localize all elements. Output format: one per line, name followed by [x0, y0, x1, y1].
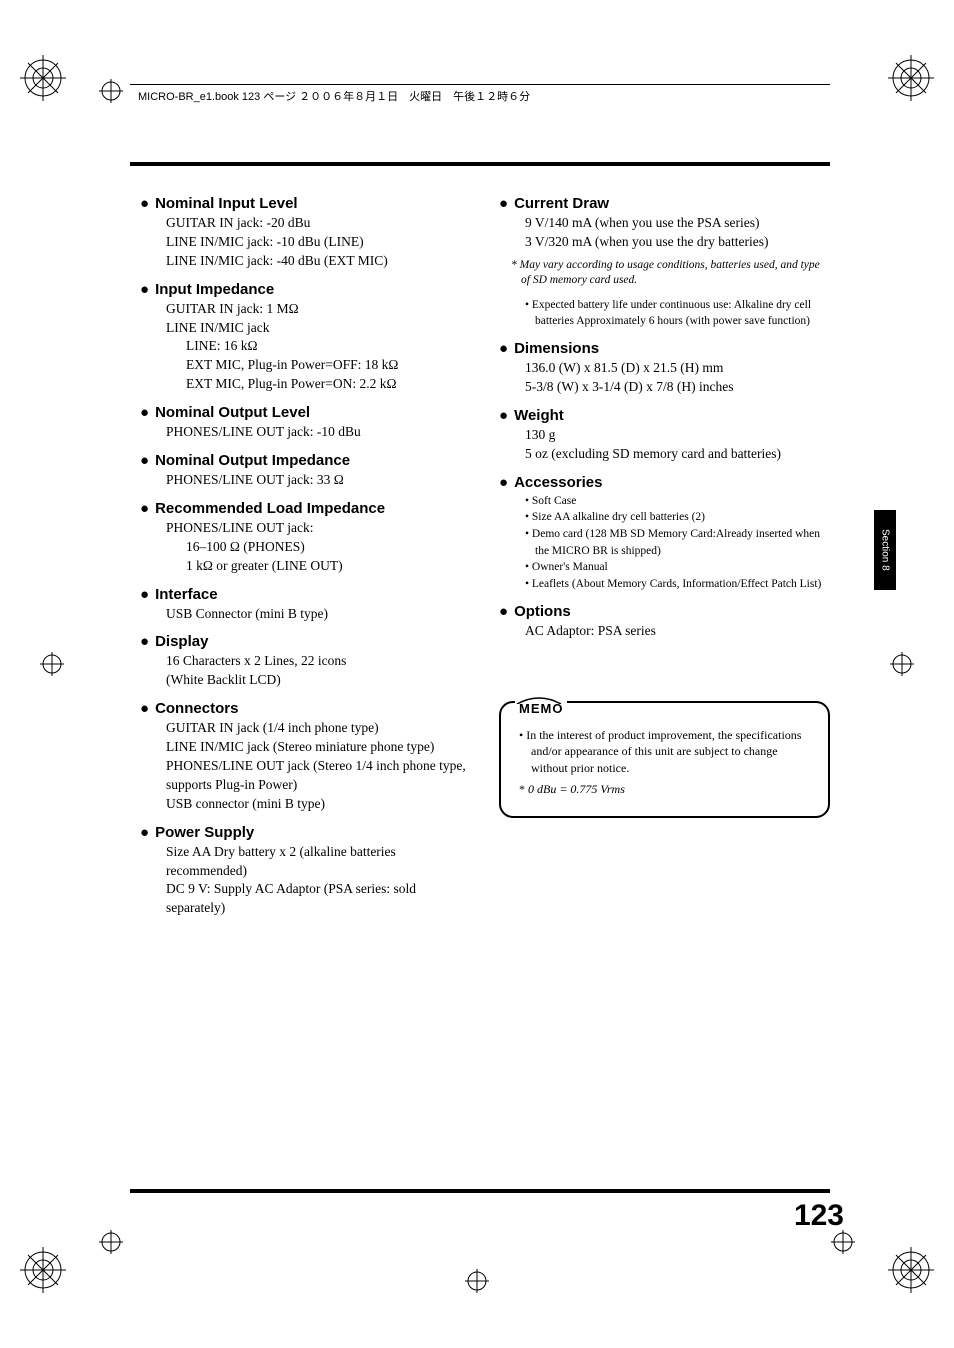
memo-label: MEMO	[515, 701, 567, 716]
spec-body: 9 V/140 mA (when you use the PSA series)…	[525, 214, 830, 252]
spec-body: GUITAR IN jack (1/4 inch phone type)LINE…	[166, 719, 471, 813]
register-mark-icon	[831, 1230, 855, 1254]
crop-mark-icon	[888, 55, 934, 101]
content-columns: ●Nominal Input Level GUITAR IN jack: -20 …	[140, 185, 830, 924]
register-mark-icon	[890, 652, 914, 676]
spec-heading: ●Dimensions	[499, 340, 830, 357]
header-rule	[130, 84, 830, 85]
spec-heading: ●Current Draw	[499, 195, 830, 212]
spec-body: 136.0 (W) x 81.5 (D) x 21.5 (H) mm5-3/8 …	[525, 359, 830, 397]
register-mark-icon	[99, 1230, 123, 1254]
memo-list: In the interest of product improvement, …	[519, 727, 810, 798]
spec-heading: ●Power Supply	[140, 824, 471, 841]
page-number: 123	[794, 1199, 844, 1233]
spec-heading: ●Nominal Output Impedance	[140, 452, 471, 469]
top-rule	[130, 162, 830, 166]
spec-bullets: Soft CaseSize AA alkaline dry cell batte…	[525, 493, 830, 593]
spec-heading: ●Nominal Output Level	[140, 404, 471, 421]
spec-heading: ●Options	[499, 603, 830, 620]
register-mark-icon	[99, 79, 123, 103]
crop-mark-icon	[888, 1247, 934, 1293]
memo-box: MEMO In the interest of product improveme…	[499, 701, 830, 818]
section-tab: Section 8	[874, 510, 896, 590]
spec-heading: ●Nominal Input Level	[140, 195, 471, 212]
spec-body: USB Connector (mini B type)	[166, 605, 471, 624]
spec-body: 130 g5 oz (excluding SD memory card and …	[525, 426, 830, 464]
spec-heading: ●Interface	[140, 586, 471, 603]
register-mark-icon	[40, 652, 64, 676]
spec-heading: ●Accessories	[499, 474, 830, 491]
footer-rule	[130, 1189, 830, 1193]
spec-heading: ●Recommended Load Impedance	[140, 500, 471, 517]
spec-body: Size AA Dry battery x 2 (alkaline batter…	[166, 843, 471, 919]
crop-mark-icon	[20, 55, 66, 101]
right-column: ●Current Draw 9 V/140 mA (when you use th…	[499, 185, 830, 924]
spec-body: PHONES/LINE OUT jack:16–100 Ω (PHONES)1 …	[166, 519, 471, 576]
spec-body: GUITAR IN jack: -20 dBuLINE IN/MIC jack:…	[166, 214, 471, 271]
left-column: ●Nominal Input Level GUITAR IN jack: -20 …	[140, 185, 471, 924]
crop-mark-icon	[20, 1247, 66, 1293]
spec-body: PHONES/LINE OUT jack: 33 Ω	[166, 471, 471, 490]
spec-body: PHONES/LINE OUT jack: -10 dBu	[166, 423, 471, 442]
spec-body: 16 Characters x 2 Lines, 22 icons(White …	[166, 652, 471, 690]
spec-note: * May vary according to usage conditions…	[511, 258, 830, 289]
spec-body: AC Adaptor: PSA series	[525, 622, 830, 641]
spec-heading: ●Display	[140, 633, 471, 650]
spec-bullets: Expected battery life under continuous u…	[525, 297, 830, 330]
book-header: MICRO-BR_e1.book 123 ページ ２００６年８月１日 火曜日 午…	[138, 88, 530, 104]
spec-heading: ●Connectors	[140, 700, 471, 717]
spec-body: GUITAR IN jack: 1 MΩLINE IN/MIC jackLINE…	[166, 300, 471, 394]
spec-heading: ●Input Impedance	[140, 281, 471, 298]
spec-heading: ●Weight	[499, 407, 830, 424]
register-mark-icon	[465, 1269, 489, 1293]
